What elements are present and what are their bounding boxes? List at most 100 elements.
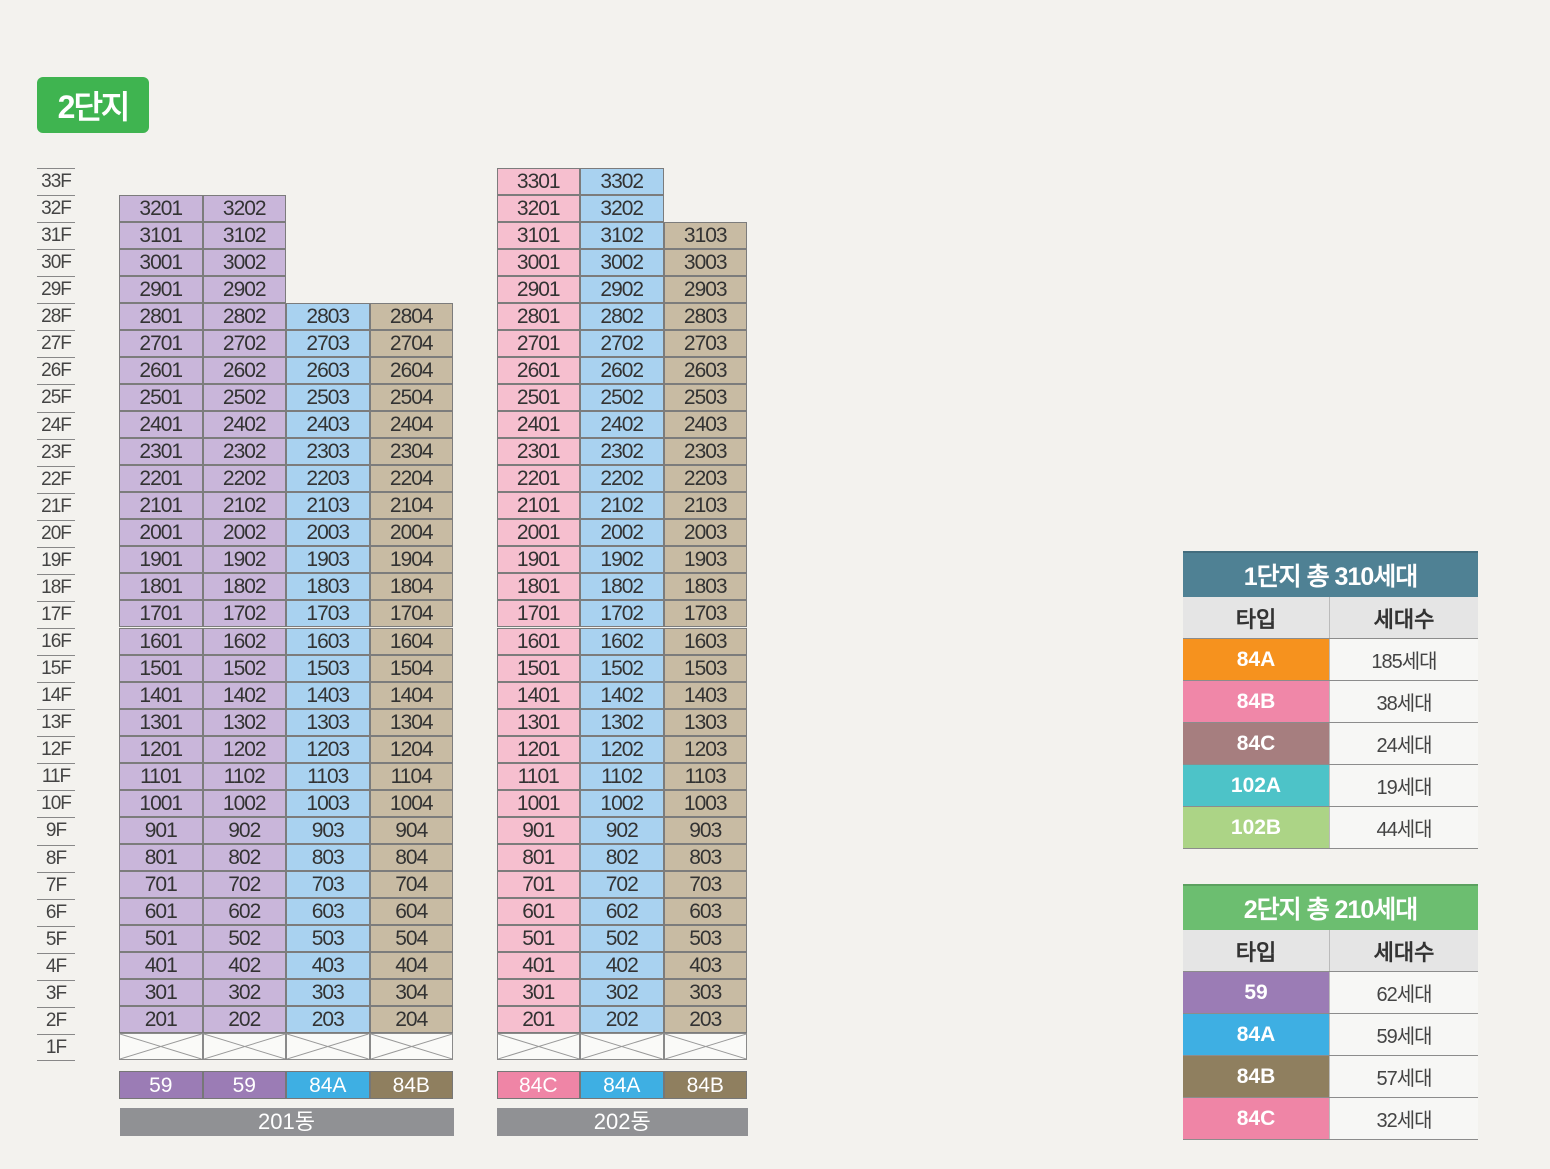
unit-cell: 602 [202,898,286,926]
unit-cell: 2701 [496,329,580,357]
unit-cell: 2202 [202,465,286,493]
unit-cell: 303 [663,979,747,1007]
unit-cell: 1101 [496,762,580,790]
unit-cell: 2703 [286,329,370,357]
legend-count: 32세대 [1330,1098,1478,1139]
unit-cell: 1501 [496,654,580,682]
unit-cell: 2601 [496,356,580,384]
floor-label: 2F [37,1006,75,1034]
unit-cell: 501 [496,925,580,953]
floor-label: 20F [37,519,75,547]
unit-cell: 1902 [202,546,286,574]
floor-label: 32F [37,195,75,222]
empty-ground-floor-cell [119,1033,203,1061]
legend-type: 84C [1183,1098,1330,1139]
unit-cell: 2301 [119,438,203,466]
unit-cell: 2401 [496,411,580,439]
unit-cell: 2001 [119,519,203,547]
unit-cell: 2602 [202,356,286,384]
unit-cell: 1202 [202,735,286,763]
unit-cell: 2203 [663,465,747,493]
legend-complex-1: 1단지 총 310세대 타입 세대수 84A 185세대 84B 38세대 84C 24세… [1183,551,1478,849]
unit-cell: 2501 [119,383,203,411]
unit-cell: 2601 [119,356,203,384]
unit-cell: 2504 [369,383,453,411]
unit-cell: 1701 [119,600,203,628]
unit-cell: 1802 [202,573,286,601]
legend-header-row: 타입 세대수 [1183,597,1478,639]
unit-cell: 1002 [580,789,664,817]
unit-cell: 1703 [663,600,747,628]
unit-cell: 301 [496,979,580,1007]
floor-label: 14F [37,682,75,709]
unit-cell: 202 [580,1006,664,1034]
unit-cell: 902 [580,816,664,844]
unit-cell: 2502 [202,383,286,411]
floor-label: 15F [37,655,75,682]
unit-cell: 2403 [663,411,747,439]
unit-cell: 2001 [496,519,580,547]
floor-label: 22F [37,465,75,493]
unit-cell: 1304 [369,708,453,736]
unit-cell: 203 [663,1006,747,1034]
legend-header-row: 타입 세대수 [1183,930,1478,972]
unit-cell: 602 [580,898,664,926]
unit-cell: 2503 [286,383,370,411]
floor-label: 19F [37,546,75,574]
legend-row: 84B 57세대 [1183,1056,1478,1098]
unit-cell: 2701 [119,329,203,357]
unit-cell: 1403 [286,681,370,709]
unit-cell: 3103 [663,221,747,249]
floor-label: 28F [37,303,75,330]
unit-cell: 502 [202,925,286,953]
legend-type: 59 [1183,972,1330,1013]
unit-cell: 803 [286,844,370,871]
unit-cell: 1302 [202,708,286,736]
unit-cell: 2103 [286,492,370,520]
floor-label: 4F [37,952,75,980]
unit-cell: 2704 [369,329,453,357]
unit-cell: 1804 [369,573,453,601]
unit-type-label: 59 [119,1071,203,1099]
unit-cell: 1602 [580,627,664,655]
floor-label: 6F [37,898,75,926]
legend-col-type: 타입 [1183,597,1330,638]
unit-cell: 1003 [286,789,370,817]
unit-cell: 203 [286,1006,370,1034]
unit-cell: 1402 [202,681,286,709]
complex-badge: 2단지 [37,77,149,133]
unit-cell: 904 [369,816,453,844]
unit-cell: 1201 [119,735,203,763]
floor-label: 1F [37,1033,75,1061]
unit-cell: 201 [119,1006,203,1034]
legend-row: 102A 19세대 [1183,765,1478,807]
unit-cell: 503 [663,925,747,953]
unit-cell: 3001 [496,248,580,276]
unit-cell: 1401 [119,681,203,709]
unit-cell: 1203 [286,735,370,763]
legend-count: 24세대 [1330,723,1478,764]
unit-cell: 3001 [119,248,203,276]
building-name: 202동 [497,1108,748,1136]
unit-cell: 404 [369,952,453,980]
unit-cell: 2003 [663,519,747,547]
unit-cell: 903 [286,816,370,844]
unit-cell: 3201 [496,194,580,222]
unit-cell: 1501 [119,654,203,682]
unit-cell: 3002 [202,248,286,276]
unit-cell: 1201 [496,735,580,763]
unit-cell: 304 [369,979,453,1007]
unit-cell: 3101 [119,221,203,249]
legend-type: 102A [1183,765,1330,806]
unit-cell: 603 [286,898,370,926]
unit-cell: 2303 [286,438,370,466]
legend-count: 19세대 [1330,765,1478,806]
unit-cell: 2201 [119,465,203,493]
unit-type-label: 84A [580,1071,664,1099]
unit-cell: 201 [496,1006,580,1034]
unit-cell: 2502 [580,383,664,411]
floor-label: 23F [37,438,75,466]
unit-cell: 2802 [202,302,286,330]
unit-cell: 701 [496,871,580,899]
unit-type-label: 84B [369,1071,453,1099]
